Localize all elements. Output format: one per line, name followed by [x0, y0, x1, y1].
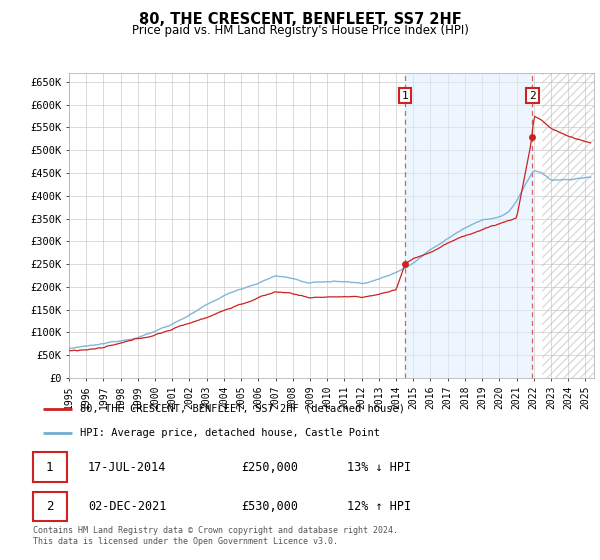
Text: 2: 2: [46, 500, 53, 513]
Text: 80, THE CRESCENT, BENFLEET, SS7 2HF (detached house): 80, THE CRESCENT, BENFLEET, SS7 2HF (det…: [80, 404, 405, 414]
Text: 80, THE CRESCENT, BENFLEET, SS7 2HF: 80, THE CRESCENT, BENFLEET, SS7 2HF: [139, 12, 461, 27]
Text: Contains HM Land Registry data © Crown copyright and database right 2024.
This d: Contains HM Land Registry data © Crown c…: [33, 526, 398, 546]
Text: £250,000: £250,000: [241, 460, 298, 474]
Text: £530,000: £530,000: [241, 500, 298, 513]
Text: 1: 1: [402, 91, 409, 101]
Text: HPI: Average price, detached house, Castle Point: HPI: Average price, detached house, Cast…: [80, 428, 380, 437]
Text: 1: 1: [46, 460, 53, 474]
Text: 2: 2: [529, 91, 536, 101]
Bar: [542, 73, 594, 378]
Text: Price paid vs. HM Land Registry's House Price Index (HPI): Price paid vs. HM Land Registry's House …: [131, 24, 469, 36]
FancyBboxPatch shape: [32, 452, 67, 482]
Bar: [406, 73, 532, 378]
Text: 17-JUL-2014: 17-JUL-2014: [88, 460, 166, 474]
FancyBboxPatch shape: [32, 492, 67, 521]
Text: 02-DEC-2021: 02-DEC-2021: [88, 500, 166, 513]
Text: 12% ↑ HPI: 12% ↑ HPI: [347, 500, 411, 513]
Text: 13% ↓ HPI: 13% ↓ HPI: [347, 460, 411, 474]
